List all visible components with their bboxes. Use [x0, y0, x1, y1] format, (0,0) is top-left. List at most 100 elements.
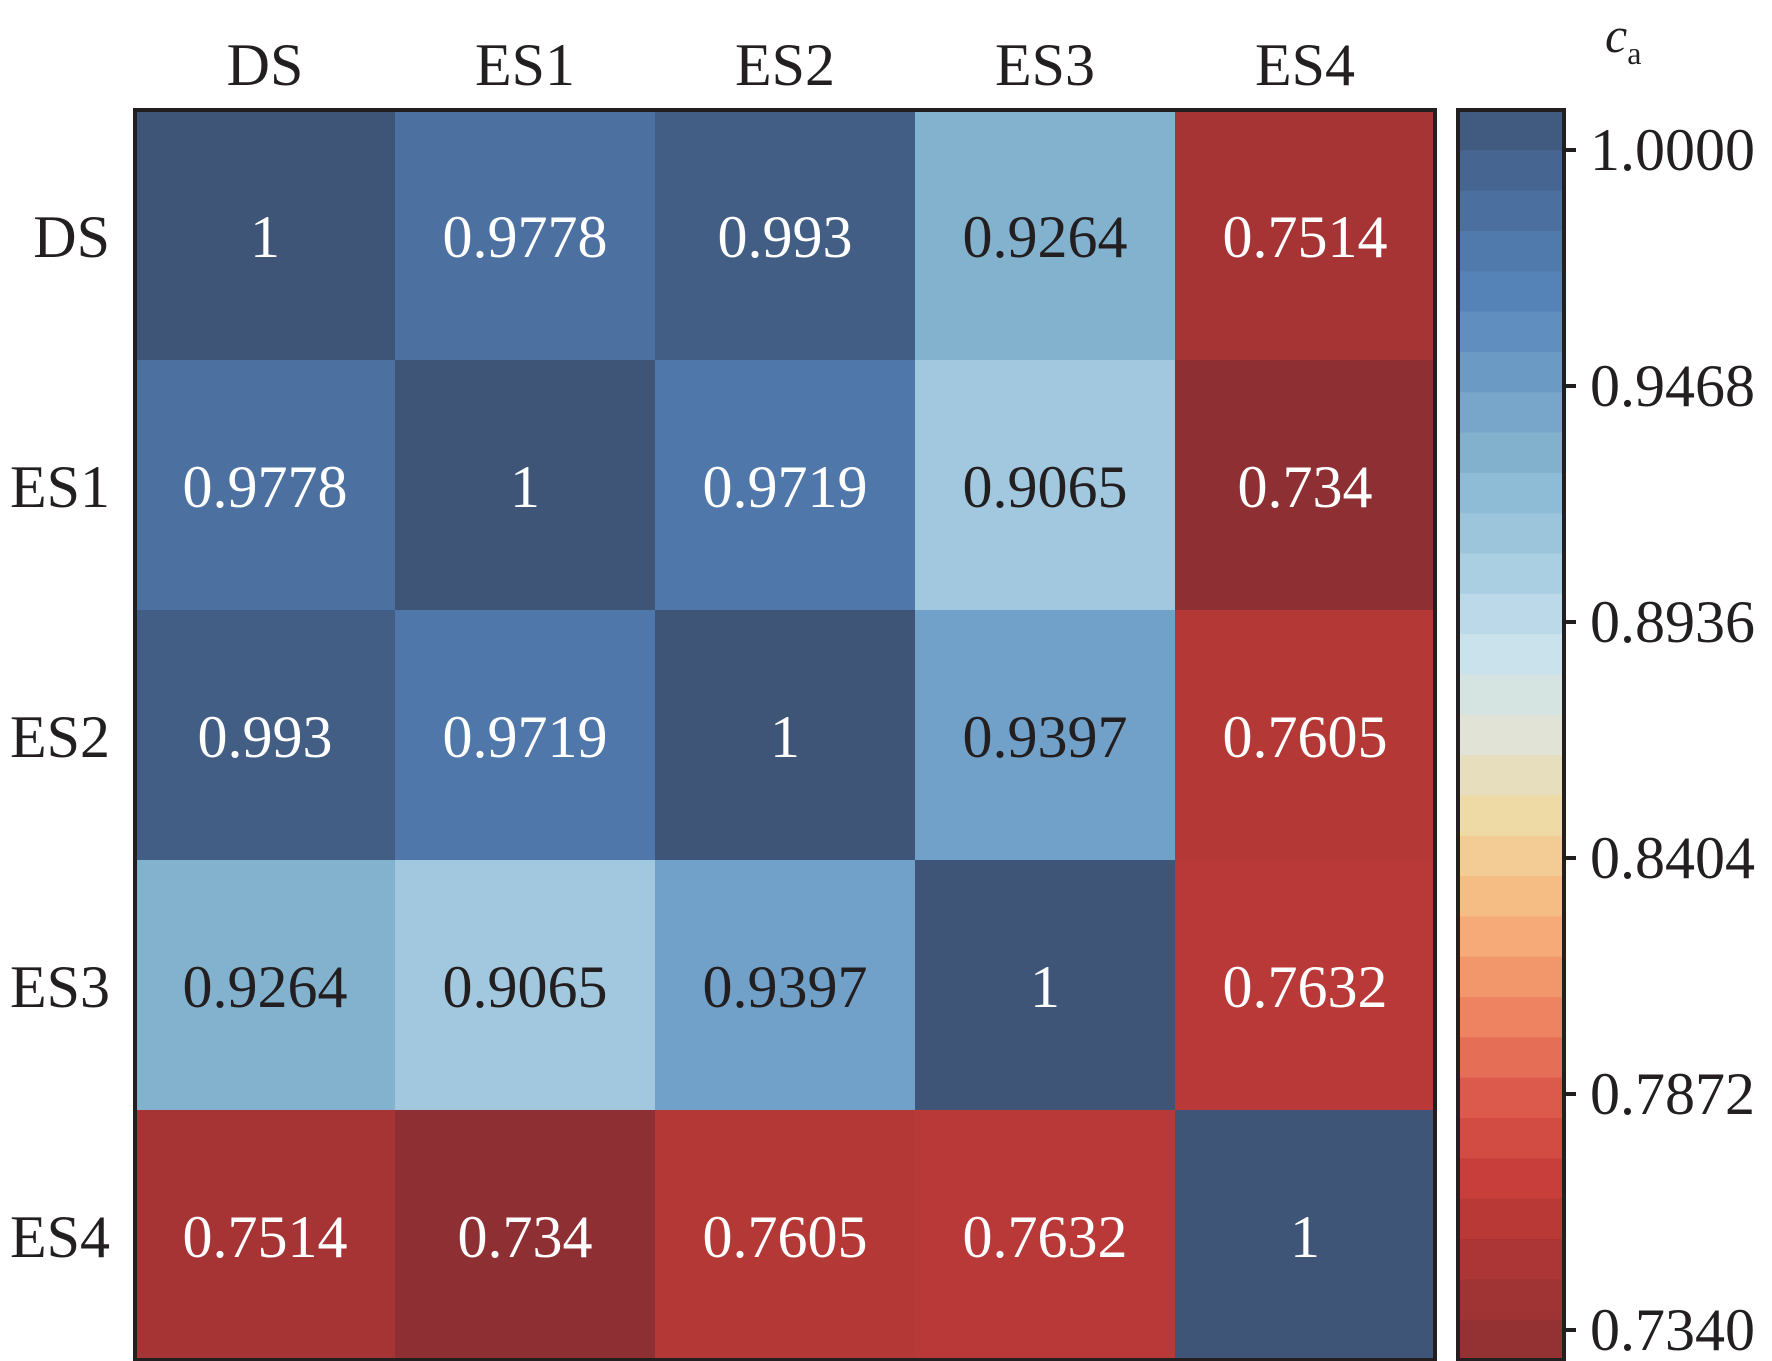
x-tick-label: DS — [227, 32, 304, 98]
colorbar-segment — [1458, 392, 1564, 434]
heatmap-cell — [915, 110, 1176, 361]
heatmap-cell — [1175, 610, 1436, 861]
colorbar-segment — [1458, 593, 1564, 635]
heatmap-cell-label: 0.7605 — [1223, 704, 1388, 770]
heatmap-cell — [655, 1110, 916, 1361]
colorbar-segment — [1458, 230, 1564, 272]
heatmap-cell-label: 0.993 — [198, 704, 333, 770]
heatmap-cell — [655, 860, 916, 1111]
heatmap-cell — [135, 610, 396, 861]
colorbar-title-main: c — [1605, 7, 1627, 63]
heatmap-cell-label: 0.7605 — [703, 1204, 868, 1270]
colorbar-segment — [1458, 1319, 1564, 1361]
heatmap-cell — [1175, 860, 1436, 1111]
heatmap-cell — [135, 360, 396, 611]
y-axis-labels: DS ES1 ES2 ES3 ES4 — [10, 204, 110, 1270]
y-tick-label: ES2 — [10, 704, 110, 770]
colorbar-segment — [1458, 1158, 1564, 1200]
heatmap-value-labels: 1 0.9778 0.993 0.9264 0.7514 0.9778 1 0.9719 0.9… — [183, 204, 1388, 1270]
colorbar-segment — [1458, 1239, 1564, 1280]
colorbar-ticks: 1.0000 0.9468 0.8936 0.8404 0.7872 0.7340 — [1562, 117, 1755, 1361]
heatmap-cell-label: 0.734 — [1238, 454, 1373, 520]
colorbar-segment — [1458, 110, 1564, 151]
x-axis-labels: DS ES1 ES2 ES3 ES4 — [227, 32, 1355, 98]
colorbar-segment — [1458, 1077, 1564, 1119]
y-tick-label: ES3 — [10, 954, 110, 1020]
colorbar-title: ca — [1605, 7, 1641, 71]
heatmap-cell — [135, 110, 396, 361]
heatmap-cell-label: 0.9397 — [703, 954, 868, 1020]
colorbar-segment — [1458, 1198, 1564, 1240]
x-tick-label: ES1 — [475, 32, 575, 98]
heatmap-cell-label: 0.9264 — [963, 204, 1128, 270]
colorbar-segment — [1458, 956, 1564, 998]
colorbar-tick-label: 0.8936 — [1590, 589, 1755, 655]
colorbar-title-sub: a — [1627, 35, 1641, 71]
colorbar-segment — [1458, 1279, 1564, 1321]
colorbar-segment — [1458, 755, 1564, 797]
colorbar-segment — [1458, 150, 1564, 192]
colorbar-segment — [1458, 634, 1564, 676]
heatmap-cell-label: 0.9065 — [963, 454, 1128, 520]
colorbar-segment — [1458, 1037, 1564, 1079]
heatmap-cell — [1175, 360, 1436, 611]
heatmap-cell-label: 0.9264 — [183, 954, 348, 1020]
colorbar-segment — [1458, 472, 1564, 514]
y-tick-label: ES4 — [10, 1204, 110, 1270]
heatmap-cell — [395, 610, 656, 861]
colorbar-tick-label: 0.9468 — [1590, 353, 1755, 419]
colorbar-segment — [1458, 553, 1564, 595]
heatmap-frame — [133, 108, 1437, 1361]
heatmap-cell-label: 1 — [250, 204, 280, 270]
heatmap-cell-label: 0.9719 — [443, 704, 608, 770]
colorbar-segment — [1458, 997, 1564, 1039]
heatmap-cell-label: 0.9778 — [443, 204, 608, 270]
colorbar-tick-label: 0.7872 — [1590, 1061, 1755, 1127]
colorbar-tick-label: 0.7340 — [1590, 1297, 1755, 1361]
x-tick-label: ES3 — [995, 32, 1095, 98]
heatmap-cell — [655, 110, 916, 361]
heatmap-cell-label: 0.9065 — [443, 954, 608, 1020]
colorbar-segment — [1458, 1118, 1564, 1159]
colorbar-segment — [1458, 271, 1564, 313]
heatmap-cell-label: 1 — [1030, 954, 1060, 1020]
heatmap-cell — [655, 360, 916, 611]
heatmap-cell-label: 1 — [1290, 1204, 1320, 1270]
x-tick-label: ES4 — [1255, 32, 1355, 98]
heatmap-cell-label: 0.7514 — [183, 1204, 348, 1270]
heatmap-cell-label: 0.7632 — [963, 1204, 1128, 1270]
heatmap-cell-label: 1 — [770, 704, 800, 770]
y-tick-label: ES1 — [10, 454, 110, 520]
heatmap-cell — [915, 1110, 1176, 1361]
heatmap-cell-label: 0.9778 — [183, 454, 348, 520]
colorbar-segment — [1458, 513, 1564, 555]
y-tick-label: DS — [33, 204, 110, 270]
heatmap-cell — [915, 860, 1176, 1111]
colorbar-segment — [1458, 714, 1564, 756]
heatmap-cell-label: 0.7632 — [1223, 954, 1388, 1020]
colorbar-segment — [1458, 916, 1564, 958]
colorbar-tick-label: 1.0000 — [1590, 117, 1755, 183]
colorbar-segment — [1458, 674, 1564, 716]
heatmap-cell-label: 1 — [510, 454, 540, 520]
colorbar-frame — [1456, 108, 1566, 1361]
heatmap-cell — [135, 860, 396, 1111]
heatmap-cells — [135, 110, 1436, 1361]
colorbar-segment — [1458, 351, 1564, 393]
heatmap-cell-label: 0.9397 — [963, 704, 1128, 770]
heatmap-cell — [395, 860, 656, 1111]
heatmap-cell-label: 0.9719 — [703, 454, 868, 520]
heatmap-cell — [395, 1110, 656, 1361]
heatmap-cell — [395, 110, 656, 361]
colorbar-segment — [1458, 311, 1564, 353]
heatmap-cell — [655, 610, 916, 861]
colorbar-segment — [1458, 190, 1564, 232]
heatmap-cell — [135, 1110, 396, 1361]
x-tick-label: ES2 — [735, 32, 835, 98]
heatmap-cell-label: 0.993 — [718, 204, 853, 270]
heatmap-cell-label: 0.734 — [458, 1204, 593, 1270]
colorbar-segment — [1458, 835, 1564, 877]
heatmap-cell — [915, 610, 1176, 861]
heatmap-cell — [915, 360, 1176, 611]
